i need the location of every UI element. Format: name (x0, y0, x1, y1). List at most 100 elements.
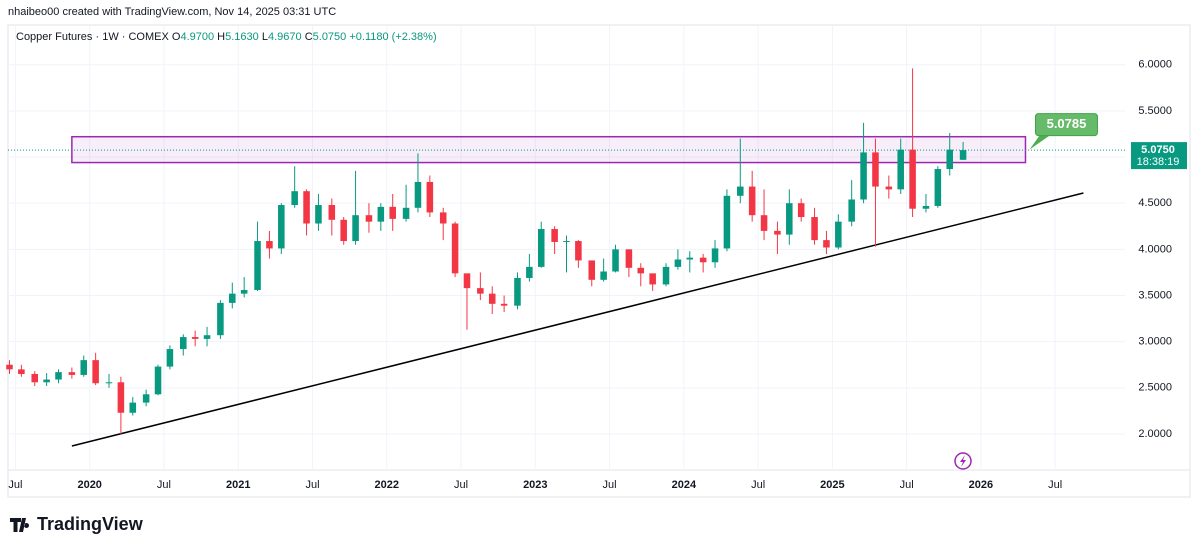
x-tick-label: Jul (8, 479, 22, 491)
candle-body (166, 349, 174, 367)
candle-body (625, 249, 633, 268)
x-tick-label: Jul (305, 479, 319, 491)
candle-body (365, 215, 373, 222)
candle-body (18, 369, 25, 374)
callout-pointer (1029, 135, 1050, 150)
frame (7, 24, 1191, 498)
ohlc-value: 4.9700 (180, 31, 215, 43)
candle-body (191, 337, 199, 339)
candle-body (797, 203, 805, 218)
candle-body (43, 379, 50, 383)
candle-body (811, 217, 818, 241)
x-tick-label: Jul (1048, 479, 1062, 491)
candle-body (946, 149, 953, 170)
price-tag-value: 5.0750 (1141, 144, 1175, 156)
candle-body (537, 229, 545, 267)
candle-body (414, 181, 422, 208)
candle-body (872, 152, 879, 187)
candle-body (823, 240, 830, 248)
candle-body (240, 289, 248, 294)
candle-body (439, 212, 447, 224)
y-tick-label: 4.5000 (1138, 197, 1172, 209)
candle-body (786, 203, 793, 235)
x-tick-label: 2021 (226, 479, 250, 491)
x-tick-label: 2026 (969, 479, 993, 491)
logo (10, 518, 30, 532)
x-tick-label: 2022 (375, 479, 399, 491)
candle-body (922, 205, 930, 209)
candle-body (291, 191, 298, 206)
y-tick-label: 5.5000 (1138, 105, 1172, 117)
x-tick-label: Jul (751, 479, 765, 491)
candle-body (463, 273, 471, 289)
candle-body (848, 199, 855, 222)
candle-body (600, 271, 607, 280)
candle-body (55, 372, 62, 380)
ohlc-value: 4.9670 (267, 31, 302, 43)
candle-body (662, 266, 670, 285)
candle-body (303, 191, 310, 224)
candle-body (229, 293, 236, 303)
symbol-title: Copper Futures · 1W · COMEX (16, 31, 169, 43)
candle-body (92, 360, 99, 384)
candle-body (278, 205, 285, 249)
candle-body (402, 207, 410, 219)
price-tag (1131, 142, 1187, 170)
alert-bolt (960, 455, 966, 467)
candle-body (526, 266, 533, 278)
x-tick-label: Jul (157, 479, 171, 491)
x-tick-label: Jul (900, 479, 914, 491)
candle-body (649, 273, 656, 285)
candle-body (142, 394, 150, 403)
ohlc-key: C (304, 31, 313, 43)
callout (1034, 113, 1098, 137)
symbol-legend: Copper Futures · 1W · COMEX O4.9700 H5.1… (16, 31, 437, 43)
candle-body (80, 360, 88, 375)
candle-body (723, 195, 731, 249)
candle-body (674, 259, 682, 267)
candle-body (266, 241, 273, 249)
candle-body (588, 260, 596, 280)
candle-body (180, 337, 187, 350)
candle-body (352, 215, 359, 242)
ohlc-key: O (171, 31, 181, 43)
candle-body (897, 149, 904, 190)
candle-body (637, 267, 645, 274)
candle-body (31, 373, 39, 383)
candle-body (760, 215, 768, 231)
candle-body (686, 257, 694, 260)
x-tick-label: 2023 (523, 479, 547, 491)
candle-body (68, 372, 76, 375)
candle-body (909, 149, 916, 209)
candle-body (254, 241, 261, 290)
candle-body (612, 249, 619, 272)
change: +0.1180 (+2.38%) (349, 31, 437, 43)
x-tick-label: 2025 (820, 479, 844, 491)
candle-body (774, 230, 781, 235)
x-tick-label: 2024 (672, 479, 697, 491)
alert-icon[interactable] (954, 452, 972, 470)
x-tick-label: 2020 (77, 479, 101, 491)
y-tick-label: 2.5000 (1138, 382, 1172, 394)
y-tick-label: 6.0000 (1138, 59, 1172, 71)
candle-body (860, 152, 867, 200)
candle-body (748, 186, 756, 216)
candle-body (959, 150, 967, 160)
candle-body (105, 382, 113, 384)
y-tick-label: 2.0000 (1138, 428, 1172, 440)
candle-body (711, 248, 719, 263)
attribution: nhaibeo00 created with TradingView.com, … (8, 6, 337, 18)
candle-body (328, 205, 336, 220)
candle-body (885, 186, 893, 190)
candle-body (426, 181, 434, 213)
candle-body (477, 288, 484, 294)
candle-body (500, 303, 508, 306)
candle-body (835, 221, 842, 248)
countdown: 18:38:19 (1137, 156, 1180, 168)
ohlc-key: H (217, 31, 226, 43)
trendline (71, 192, 1084, 447)
candle-body (217, 302, 224, 336)
candle-body (737, 186, 744, 196)
y-tick-label: 3.5000 (1138, 289, 1172, 301)
